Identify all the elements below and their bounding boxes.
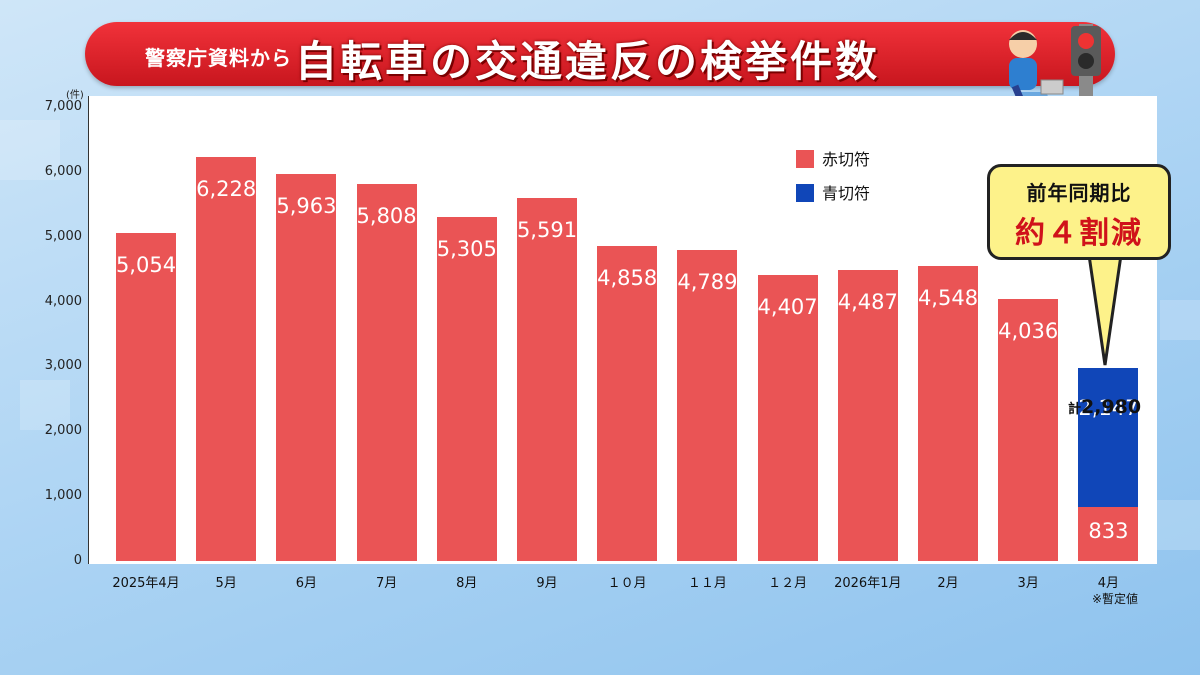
- x-tick-label: １２月: [768, 576, 808, 591]
- legend-red-label: 赤切符: [822, 150, 871, 169]
- x-tick-label: １０月: [607, 576, 647, 591]
- bar-red: [276, 174, 337, 561]
- legend-item-blue: 青切符: [796, 180, 870, 204]
- bar-red: [677, 250, 738, 561]
- chart-title: 自転車の交通違反の検挙件数: [295, 37, 881, 86]
- x-tick-label: １１月: [687, 576, 727, 591]
- bar-value-label: 5,054: [115, 253, 177, 278]
- total-value: 2,980: [1081, 396, 1142, 418]
- legend-red-swatch: [796, 150, 814, 168]
- x-tick-label: 5月: [215, 576, 237, 591]
- x-tick-label: 6月: [295, 576, 318, 591]
- bar-value-label: 4,858: [597, 265, 658, 290]
- x-tick-label: 2025年4月: [112, 576, 180, 591]
- total-prefix: 計: [1068, 402, 1082, 417]
- bar-red: [436, 216, 497, 561]
- y-tick-label: 6,000: [44, 163, 82, 179]
- y-tick-label: 5,000: [44, 228, 82, 244]
- y-tick-label: 7,000: [44, 99, 82, 114]
- bar-red: [356, 184, 417, 561]
- total-label: 計2,980: [1068, 396, 1141, 418]
- bar-red: [517, 198, 577, 561]
- y-unit-label: (件): [66, 90, 84, 101]
- title-banner: 警察庁資料から 自転車の交通違反の検挙件数: [85, 22, 1115, 86]
- bar-value-label: 2,147: [1078, 395, 1139, 420]
- legend-item-red: 赤切符: [796, 146, 870, 170]
- y-tick-label: 2,000: [44, 423, 82, 439]
- x-tick-label: 2月: [937, 576, 959, 591]
- y-tick-label: 0: [73, 553, 82, 568]
- bar-red: [918, 266, 978, 561]
- bar-red: [757, 275, 818, 561]
- x-tick-label: 8月: [456, 576, 478, 591]
- source-label: 警察庁資料から: [145, 46, 292, 70]
- x-tick-label: 3月: [1017, 576, 1039, 591]
- bar-red: [116, 233, 176, 561]
- x-tick-label: 2026年1月: [834, 576, 902, 591]
- bar-value-label: 4,487: [837, 289, 898, 314]
- callout-line2: 約４割減: [1015, 216, 1143, 251]
- bar-red: [597, 245, 658, 561]
- bar-value-label: 5,305: [436, 236, 497, 261]
- callout-pointer: [1087, 255, 1123, 366]
- bar-red: [837, 269, 898, 561]
- x-tick-label: 7月: [375, 576, 398, 591]
- legend-blue-swatch: [796, 184, 814, 202]
- x-tick-label: 4月: [1097, 576, 1120, 591]
- bar-value-label: 4,407: [757, 295, 818, 320]
- bar-red: [998, 299, 1059, 561]
- callout-line1: 前年同期比: [1026, 181, 1132, 205]
- bar-value-label: 833: [1088, 518, 1129, 543]
- bar-red: [1078, 506, 1139, 561]
- x-tick-label: 9月: [536, 576, 558, 591]
- bar-value-label: 5,808: [356, 204, 417, 229]
- y-tick-label: 3,000: [44, 358, 82, 374]
- y-tick-label: 1,000: [44, 488, 82, 504]
- bar-red: [196, 157, 257, 561]
- y-tick-label: 4,000: [44, 293, 82, 309]
- bar-value-label: 4,789: [677, 270, 738, 295]
- provisional-note: ※暫定値: [1092, 592, 1139, 606]
- legend-blue-label: 青切符: [822, 184, 871, 203]
- bar-blue: [1078, 367, 1139, 507]
- bar-value-label: 4,036: [998, 319, 1059, 344]
- bar-value-label: 5,591: [516, 218, 578, 243]
- yoy-callout: 前年同期比 約４割減: [987, 164, 1171, 260]
- bar-value-label: 6,228: [196, 177, 257, 202]
- bar-value-label: 4,548: [917, 286, 979, 311]
- bar-value-label: 5,963: [276, 194, 337, 219]
